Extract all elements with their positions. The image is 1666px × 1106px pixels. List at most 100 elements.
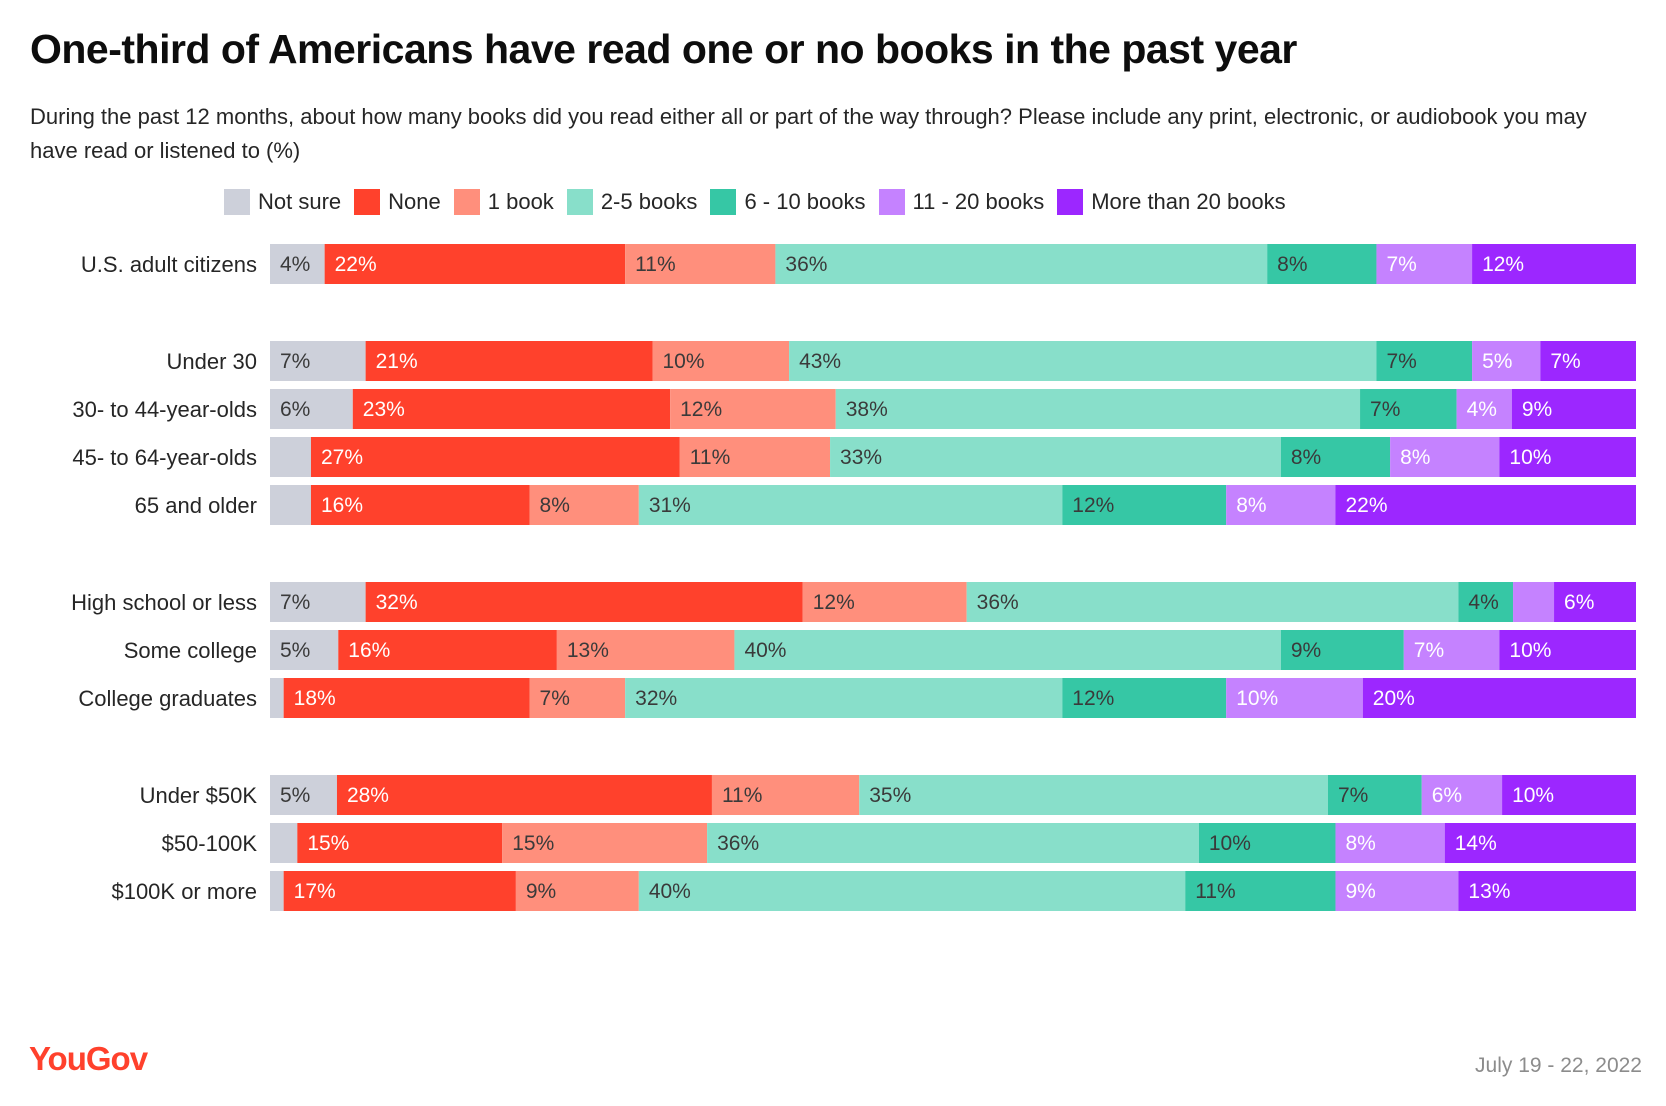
- chart-title: One-third of Americans have read one or …: [30, 26, 1297, 72]
- data-label: 5%: [280, 639, 310, 662]
- bar-segment-more-than-20-books: [1458, 871, 1636, 911]
- bar-segment-6-10-books: [1280, 630, 1404, 670]
- bar-segment-11-20-books: [1456, 389, 1512, 429]
- bar-segment-6-10-books: [1360, 389, 1457, 429]
- legend-label: 11 - 20 books: [912, 189, 1045, 214]
- data-label: 40%: [649, 880, 691, 903]
- bar-segment-none: [365, 341, 653, 381]
- data-label: 7%: [1550, 350, 1580, 373]
- data-label: 4%: [1467, 398, 1497, 421]
- bar-segment-not-sure: [270, 485, 311, 525]
- row-label: U.S. adult citizens: [81, 252, 257, 277]
- legend-label: More than 20 books: [1091, 189, 1286, 214]
- bar-segment-6-10-books: [1198, 823, 1336, 863]
- bar-segment-more-than-20-books: [1472, 244, 1636, 284]
- bar-segment-not-sure: [270, 823, 298, 863]
- bar-segment-2-5-books: [775, 244, 1268, 284]
- bar-segment-more-than-20-books: [1540, 341, 1636, 381]
- legend-item-not-sure: Not sure: [224, 189, 341, 215]
- bar-segment-6-10-books: [1267, 244, 1377, 284]
- bar-segment-more-than-20-books: [1362, 678, 1636, 718]
- bar-segment-none: [338, 630, 557, 670]
- data-label: 11%: [1195, 880, 1235, 903]
- bar-segment-1-book: [679, 437, 831, 477]
- bar-segment-not-sure: [270, 244, 325, 284]
- data-label: 18%: [294, 687, 336, 710]
- bar-segment-1-book: [670, 389, 836, 429]
- data-label: 7%: [1386, 253, 1416, 276]
- data-label: 12%: [813, 591, 855, 614]
- data-label: 7%: [1414, 639, 1444, 662]
- bar-segment-not-sure: [270, 437, 311, 477]
- data-label: 8%: [1400, 446, 1430, 469]
- row-label: Under 30: [166, 349, 257, 374]
- data-label: 12%: [1072, 494, 1114, 517]
- data-label: 8%: [1345, 832, 1375, 855]
- data-label: 10%: [1236, 687, 1278, 710]
- row-label: College graduates: [78, 686, 257, 711]
- data-label: 23%: [363, 398, 405, 421]
- bar-segment-6-10-books: [1458, 582, 1514, 622]
- row-label: Some college: [124, 638, 257, 663]
- bar-segment-more-than-20-books: [1499, 630, 1636, 670]
- bar-segment-more-than-20-books: [1502, 775, 1636, 815]
- data-label: 8%: [1291, 446, 1321, 469]
- data-label: 17%: [294, 880, 336, 903]
- bar-segment-6-10-books: [1280, 437, 1391, 477]
- bar-segment-not-sure: [270, 678, 284, 718]
- yougov-logo: YouGov: [29, 1040, 148, 1077]
- legend-item-2-5-books: 2-5 books: [566, 189, 697, 215]
- bar-segment-none: [336, 775, 712, 815]
- legend-item-more-than-20-books: More than 20 books: [1057, 189, 1286, 215]
- data-label: 10%: [1209, 832, 1251, 855]
- bar-segment-1-book: [529, 678, 626, 718]
- data-label: 9%: [1291, 639, 1321, 662]
- data-label: 9%: [526, 880, 556, 903]
- data-label: 20%: [1373, 687, 1415, 710]
- row-label: 45- to 64-year-olds: [72, 445, 257, 470]
- row-label: Under $50K: [140, 783, 258, 808]
- data-label: 32%: [376, 591, 418, 614]
- data-label: 7%: [280, 591, 310, 614]
- bar-segment-11-20-books: [1390, 437, 1500, 477]
- data-label: 4%: [1468, 591, 1498, 614]
- data-label: 6%: [1432, 784, 1462, 807]
- row-label: High school or less: [71, 590, 257, 615]
- bar-segment-none: [283, 678, 530, 718]
- bar-segment-none: [310, 485, 530, 525]
- data-label: 22%: [1345, 494, 1387, 517]
- data-label: 32%: [635, 687, 677, 710]
- legend-item-11-20-books: 11 - 20 books: [878, 189, 1045, 215]
- legend-label: Not sure: [258, 189, 342, 214]
- legend-item-none: None: [354, 189, 441, 215]
- bar-segment-1-book: [711, 775, 860, 815]
- data-label: 13%: [1468, 880, 1510, 903]
- data-label: 8%: [1236, 494, 1266, 517]
- data-label: 40%: [744, 639, 786, 662]
- legend-swatch: [224, 189, 250, 215]
- data-label: 7%: [1370, 398, 1400, 421]
- legend-item-1-book: 1 book: [453, 189, 554, 215]
- data-label: 5%: [1482, 350, 1512, 373]
- bar-segment-not-sure: [270, 341, 366, 381]
- data-label: 10%: [662, 350, 704, 373]
- legend-swatch: [1057, 189, 1084, 215]
- bar-segment-1-book: [515, 871, 639, 911]
- data-label: 15%: [512, 832, 554, 855]
- data-label: 7%: [280, 350, 310, 373]
- bar-segment-6-10-books: [1185, 871, 1336, 911]
- bar-segment-2-5-books: [789, 341, 1377, 381]
- bar-segment-11-20-books: [1226, 678, 1363, 718]
- legend-label: 1 book: [487, 189, 554, 214]
- bar-segment-11-20-books: [1403, 630, 1500, 670]
- data-label: 12%: [1482, 253, 1524, 276]
- data-label: 12%: [680, 398, 722, 421]
- data-label: 5%: [280, 784, 310, 807]
- legend-swatch: [710, 189, 737, 215]
- bar-segment-none: [365, 582, 803, 622]
- bar-segment-11-20-books: [1335, 871, 1459, 911]
- data-label: 8%: [1277, 253, 1307, 276]
- bar-segment-1-book: [529, 485, 639, 525]
- bar-segment-2-5-books: [830, 437, 1281, 477]
